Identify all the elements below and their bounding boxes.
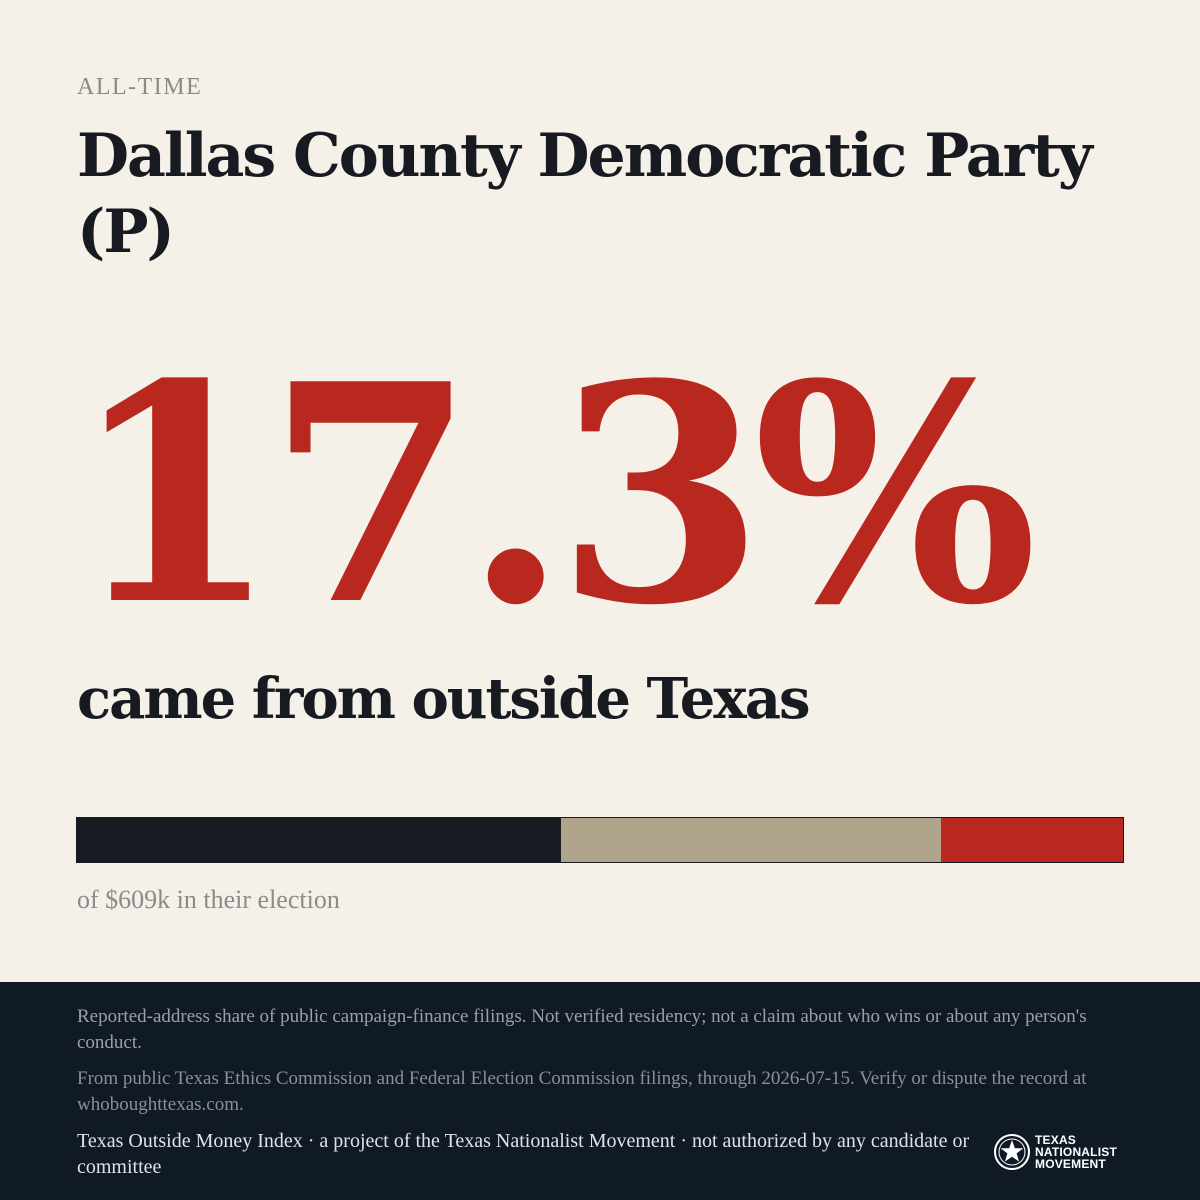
bar-segment-1 xyxy=(77,818,562,862)
headline-percent: 17.3% xyxy=(70,318,1038,671)
subheadline: came from outside Texas xyxy=(77,666,811,732)
logo-line: MOVEMENT xyxy=(1035,1157,1106,1171)
bar-segment-2 xyxy=(561,818,941,862)
bar-segment-3 xyxy=(940,818,1123,862)
logo-line: TEXAS xyxy=(1035,1133,1077,1147)
tnm-logo: TEXAS NATIONALIST MOVEMENT xyxy=(993,1130,1117,1174)
total-caption: of $609k in their election xyxy=(77,885,340,914)
star-seal-icon xyxy=(994,1134,1030,1170)
footer-disclaimer: Reported-address share of public campaig… xyxy=(77,1006,1087,1053)
page-title: Dallas County Democratic Party (P) xyxy=(77,121,1093,267)
eyebrow-label: ALL-TIME xyxy=(77,74,203,100)
logo-line: NATIONALIST xyxy=(1035,1145,1117,1159)
footer-attribution: Texas Outside Money Index · a project of… xyxy=(77,1130,970,1178)
footer-source: From public Texas Ethics Commission and … xyxy=(77,1068,1087,1115)
logo-wordmark: TEXAS NATIONALIST MOVEMENT xyxy=(1035,1134,1117,1170)
share-bar xyxy=(76,817,1124,863)
